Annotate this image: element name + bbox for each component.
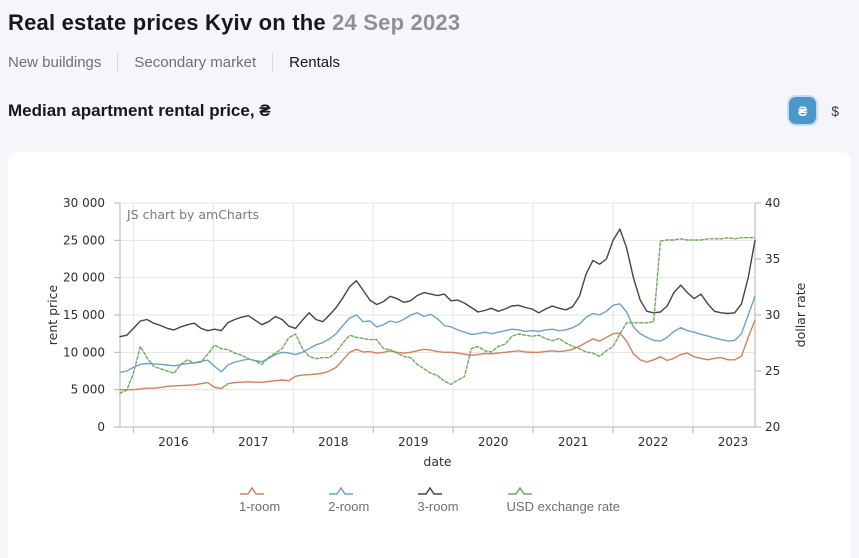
svg-text:20 000: 20 000 bbox=[63, 271, 105, 285]
currency-toggle: ₴ $ bbox=[789, 97, 839, 124]
market-tabs: New buildings Secondary market Rentals bbox=[0, 53, 859, 72]
svg-text:15 000: 15 000 bbox=[63, 308, 105, 322]
svg-text:10 000: 10 000 bbox=[63, 345, 105, 359]
tab-divider bbox=[117, 53, 119, 72]
svg-text:dollar rate: dollar rate bbox=[793, 282, 808, 347]
legend-marker-1-room bbox=[239, 486, 264, 495]
tab-rentals[interactable]: Rentals bbox=[289, 54, 340, 71]
section-heading: Median apartment rental price, ₴ bbox=[8, 100, 271, 120]
tab-secondary-market[interactable]: Secondary market bbox=[134, 54, 257, 71]
legend-marker-usd-rate bbox=[507, 486, 532, 495]
tab-divider bbox=[272, 53, 274, 72]
chart-legend: 1-room 2-room 3-room USD exchange rate bbox=[8, 485, 851, 514]
svg-text:35: 35 bbox=[765, 252, 780, 266]
page-title-main: Real estate prices Kyiv on the bbox=[8, 10, 326, 35]
svg-text:2019: 2019 bbox=[398, 435, 429, 449]
legend-item-1-room[interactable]: 1-room bbox=[239, 485, 280, 514]
svg-text:2018: 2018 bbox=[318, 435, 349, 449]
currency-uah-button[interactable]: ₴ bbox=[789, 97, 817, 124]
svg-text:2017: 2017 bbox=[238, 435, 269, 449]
legend-item-2-room[interactable]: 2-room bbox=[328, 485, 369, 514]
svg-text:2020: 2020 bbox=[478, 435, 509, 449]
legend-label: 1-room bbox=[238, 499, 281, 514]
legend-marker-3-room bbox=[418, 486, 443, 495]
chart-card: 0 5 000 10 000 15 000 20 000 25 000 30 000 20 25… bbox=[8, 152, 851, 558]
legend-marker-2-room bbox=[329, 486, 354, 495]
section-header-row: Median apartment rental price, ₴ ₴ $ bbox=[0, 97, 859, 124]
svg-text:40: 40 bbox=[765, 196, 780, 210]
legend-item-3-room[interactable]: 3-room bbox=[417, 485, 459, 514]
svg-text:5 000: 5 000 bbox=[71, 383, 105, 397]
svg-text:rent price: rent price bbox=[45, 284, 60, 345]
svg-text:25 000: 25 000 bbox=[63, 233, 105, 247]
page-title: Real estate prices Kyiv on the 24 Sep 20… bbox=[0, 0, 859, 36]
svg-text:30 000: 30 000 bbox=[63, 196, 105, 210]
currency-usd-button[interactable]: $ bbox=[831, 102, 839, 119]
rental-price-chart: 0 5 000 10 000 15 000 20 000 25 000 30 000 20 25… bbox=[45, 196, 808, 469]
svg-text:JS chart by amCharts: JS chart by amCharts bbox=[126, 207, 259, 222]
svg-text:2023: 2023 bbox=[718, 435, 749, 449]
legend-item-usd-rate[interactable]: USD exchange rate bbox=[507, 485, 620, 514]
svg-text:2021: 2021 bbox=[558, 435, 589, 449]
legend-label: 3-room bbox=[417, 499, 459, 514]
tab-new-buildings[interactable]: New buildings bbox=[8, 54, 102, 71]
page-title-date: 24 Sep 2023 bbox=[332, 10, 461, 35]
svg-text:2016: 2016 bbox=[158, 435, 189, 449]
svg-text:0: 0 bbox=[97, 420, 105, 434]
svg-text:25: 25 bbox=[765, 364, 780, 378]
legend-label: USD exchange rate bbox=[506, 499, 620, 514]
svg-text:date: date bbox=[423, 454, 451, 469]
svg-text:2022: 2022 bbox=[638, 435, 669, 449]
legend-label: 2-room bbox=[328, 499, 370, 514]
svg-text:20: 20 bbox=[765, 420, 780, 434]
svg-text:30: 30 bbox=[765, 308, 780, 322]
